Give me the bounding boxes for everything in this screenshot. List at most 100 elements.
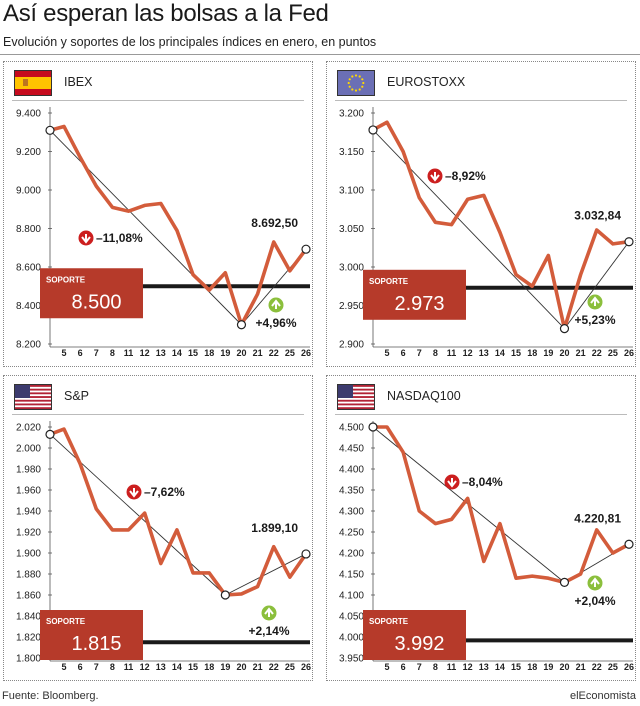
x-tick-label: 21 bbox=[253, 662, 263, 672]
x-tick-label: 22 bbox=[592, 662, 602, 672]
x-tick-label: 19 bbox=[220, 662, 230, 672]
x-tick-label: 6 bbox=[401, 348, 406, 358]
x-tick-label: 11 bbox=[447, 662, 457, 672]
down-arrow-glyph bbox=[81, 234, 91, 244]
y-tick-label: 9.200 bbox=[16, 147, 41, 158]
support-label: SOPORTE bbox=[369, 617, 409, 626]
x-tick-label: 18 bbox=[204, 662, 214, 672]
data-point bbox=[191, 273, 195, 276]
y-tick-label: 4.300 bbox=[339, 507, 364, 518]
x-tick-label: 15 bbox=[188, 662, 198, 672]
min-marker bbox=[236, 320, 247, 330]
y-tick-label: 4.050 bbox=[339, 612, 364, 623]
data-point bbox=[111, 206, 114, 209]
support-value: 8.500 bbox=[71, 291, 121, 313]
min-marker bbox=[220, 590, 230, 600]
data-point bbox=[401, 150, 405, 153]
y-tick-label: 1.840 bbox=[16, 612, 41, 623]
x-tick-label: 25 bbox=[608, 348, 618, 358]
data-point bbox=[272, 545, 275, 548]
x-tick-label: 5 bbox=[61, 662, 66, 672]
data-point bbox=[611, 242, 615, 246]
support-box bbox=[363, 269, 466, 320]
line-chart: 3.950 4.000 4.050 4.100 4.150 4.200 4.250 4.300… bbox=[339, 421, 634, 672]
y-tick-label: 1.900 bbox=[16, 549, 41, 560]
data-point bbox=[498, 522, 502, 525]
data-point bbox=[514, 577, 518, 580]
panel-sp: S&P 1.800 1.820 1.840 1.860 1.880 1.900 1.920 1… bbox=[3, 375, 313, 681]
last-value-label: 3.032,84 bbox=[574, 209, 621, 223]
data-point bbox=[240, 592, 243, 596]
y-tick-label: 3.100 bbox=[339, 186, 364, 197]
data-point bbox=[208, 288, 211, 292]
x-tick-label: 15 bbox=[511, 662, 521, 672]
x-tick-label: 15 bbox=[188, 348, 198, 358]
rebound-label: +2,04% bbox=[574, 594, 615, 608]
last-value-label: 1.899,10 bbox=[251, 521, 298, 535]
y-tick-label: 4.450 bbox=[339, 444, 364, 455]
data-point bbox=[418, 509, 421, 513]
data-point bbox=[498, 231, 502, 234]
data-point bbox=[579, 273, 582, 276]
y-tick-label: 1.880 bbox=[16, 570, 41, 581]
data-point bbox=[401, 451, 405, 454]
x-tick-label: 7 bbox=[94, 348, 99, 358]
panel-divider bbox=[12, 414, 304, 415]
support-value: 3.992 bbox=[394, 633, 444, 655]
up-arrow-glyph bbox=[590, 296, 600, 306]
support-box bbox=[363, 610, 466, 660]
rebound-label: +5,23% bbox=[574, 313, 615, 327]
x-tick-label: 7 bbox=[94, 662, 99, 672]
x-tick-label: 12 bbox=[140, 662, 150, 672]
data-point bbox=[127, 209, 130, 213]
panel-eurostoxx: EUROSTOXX 2.900 2.950 3.000 3.050 3.100 3.150… bbox=[326, 61, 636, 367]
min-marker bbox=[559, 324, 570, 334]
rebound-label: +4,96% bbox=[255, 316, 296, 330]
data-point bbox=[288, 575, 292, 579]
x-tick-label: 20 bbox=[559, 662, 569, 672]
panel-title: S&P bbox=[64, 389, 90, 403]
x-tick-label: 19 bbox=[543, 662, 553, 672]
start-marker bbox=[45, 125, 55, 135]
eu-flag-icon bbox=[337, 70, 375, 96]
data-point bbox=[466, 497, 469, 500]
data-point bbox=[78, 156, 82, 159]
x-tick-label: 6 bbox=[78, 348, 83, 358]
last-value-label: 8.692,50 bbox=[251, 216, 298, 230]
min-marker bbox=[559, 577, 570, 587]
down-arrow-glyph bbox=[447, 478, 457, 488]
x-tick-label: 15 bbox=[511, 348, 521, 358]
data-point bbox=[450, 223, 453, 226]
x-tick-label: 13 bbox=[156, 662, 166, 672]
x-tick-label: 21 bbox=[576, 662, 586, 672]
end-marker bbox=[301, 549, 311, 559]
x-tick-label: 20 bbox=[236, 348, 246, 358]
data-point bbox=[466, 198, 469, 201]
end-marker bbox=[624, 237, 634, 247]
x-tick-label: 14 bbox=[495, 348, 505, 358]
spain-flag-icon bbox=[14, 70, 52, 96]
x-tick-label: 18 bbox=[527, 662, 537, 672]
x-tick-label: 25 bbox=[285, 348, 295, 358]
rebound-label: +2,14% bbox=[248, 624, 289, 638]
data-point bbox=[175, 229, 179, 232]
decline-label: –7,62% bbox=[144, 485, 185, 499]
x-tick-label: 22 bbox=[269, 662, 279, 672]
panel-title: IBEX bbox=[64, 75, 93, 89]
data-point bbox=[256, 292, 259, 296]
x-tick-label: 6 bbox=[401, 662, 406, 672]
y-tick-label: 4.500 bbox=[339, 423, 364, 434]
usa-flag-icon bbox=[337, 384, 375, 410]
data-point bbox=[418, 196, 421, 199]
data-point bbox=[95, 184, 98, 188]
support-box bbox=[40, 268, 143, 319]
y-tick-label: 9.400 bbox=[16, 109, 41, 120]
y-tick-label: 3.950 bbox=[339, 654, 364, 665]
down-arrow-glyph bbox=[430, 172, 440, 182]
y-tick-label: 1.920 bbox=[16, 528, 41, 539]
data-point bbox=[514, 273, 518, 276]
data-point bbox=[95, 507, 98, 511]
data-point bbox=[159, 562, 162, 565]
